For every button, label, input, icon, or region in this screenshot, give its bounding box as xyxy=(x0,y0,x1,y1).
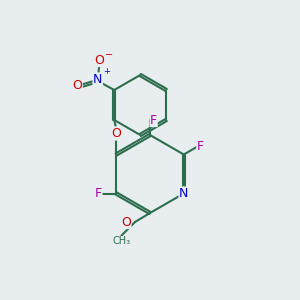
Text: O: O xyxy=(121,215,131,229)
Text: F: F xyxy=(95,187,102,200)
Text: O: O xyxy=(111,127,121,140)
Text: −: − xyxy=(105,50,113,60)
Text: F: F xyxy=(150,113,157,127)
Text: N: N xyxy=(179,187,188,200)
Text: +: + xyxy=(103,68,110,76)
Text: O: O xyxy=(94,53,104,67)
Text: F: F xyxy=(197,140,204,154)
Text: CH₃: CH₃ xyxy=(112,236,130,247)
Text: N: N xyxy=(93,73,102,86)
Text: O: O xyxy=(72,79,82,92)
